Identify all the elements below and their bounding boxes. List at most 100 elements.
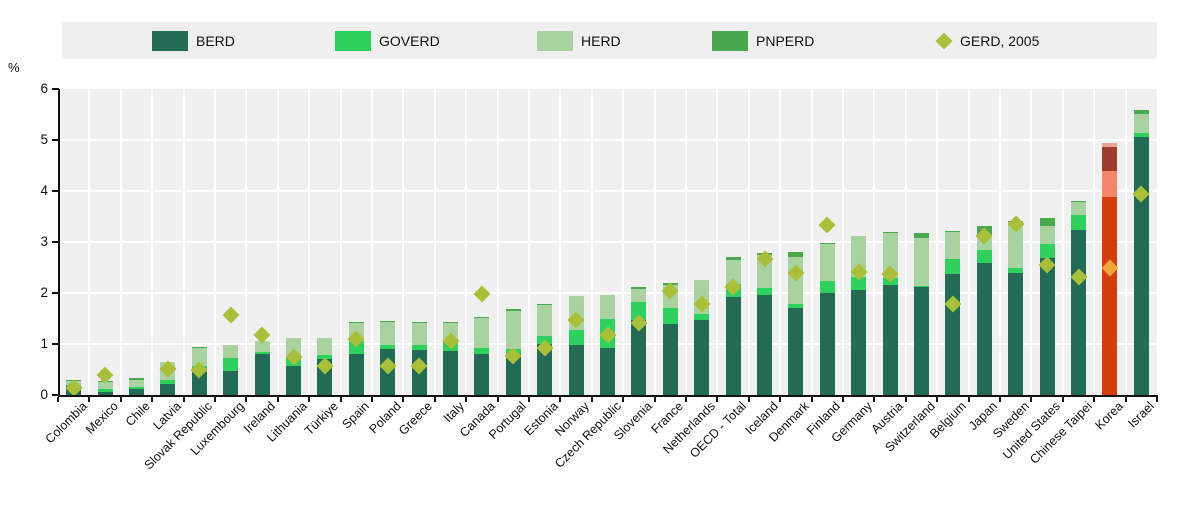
bar-segment-pnperd-slovenia	[631, 286, 647, 290]
bar-segment-herd-korea	[1102, 146, 1118, 171]
x-axis-tick	[1030, 397, 1033, 402]
v-gridline	[1093, 89, 1096, 395]
bar-segment-goverd-chinese-taipei	[1071, 214, 1086, 230]
v-gridline	[402, 89, 405, 395]
bar-segment-herd-belgium	[945, 232, 961, 260]
bar-segment-pnperd-spain	[348, 321, 364, 323]
bar-segment-goverd-iceland	[757, 288, 772, 295]
v-gridline	[747, 89, 750, 395]
y-axis-tick-label: 3	[40, 234, 48, 249]
bar-segment-berd-france	[662, 324, 678, 395]
bar-segment-berd-estonia	[537, 344, 553, 395]
bar-segment-goverd-canada	[474, 348, 490, 355]
legend-label: GERD, 2005	[960, 32, 1040, 49]
v-gridline	[151, 89, 154, 395]
v-gridline	[119, 89, 122, 395]
bar-segment-berd-italy	[443, 351, 458, 395]
v-gridline	[622, 89, 625, 395]
h-gridline	[58, 241, 1157, 243]
bar-segment-pnperd-italy	[443, 321, 458, 324]
bar-segment-berd-portugal	[505, 354, 521, 395]
bar-segment-pnperd-chile	[129, 378, 144, 381]
y-axis-tick	[52, 139, 59, 141]
x-axis-tick	[1124, 397, 1127, 402]
bar-segment-berd-korea	[1102, 196, 1118, 395]
bar-segment-herd-israel	[1133, 114, 1149, 134]
v-gridline	[716, 89, 719, 395]
legend-item-pnperd: PNPERD	[712, 22, 814, 59]
v-gridline	[1124, 89, 1127, 395]
y-axis-tick	[52, 241, 59, 243]
y-axis-line	[58, 89, 60, 396]
x-axis-tick	[245, 397, 248, 402]
x-axis-tick	[528, 397, 530, 402]
y-axis-tick-label: 2	[40, 285, 48, 300]
x-axis-tick	[402, 397, 405, 402]
x-axis-tick	[88, 397, 91, 402]
goverd-swatch-icon	[335, 30, 371, 51]
v-gridline	[936, 89, 939, 395]
bar-segment-berd-chinese-taipei	[1071, 229, 1086, 395]
y-axis-unit-label: %	[8, 60, 20, 75]
gerd-2005-marker-canada	[473, 285, 491, 303]
x-axis-tick	[779, 397, 782, 402]
v-gridline	[873, 89, 876, 395]
bar-segment-berd-czech-republic	[600, 348, 615, 395]
gerd-2005-marker-luxembourg	[222, 306, 240, 324]
x-axis-tick	[465, 397, 468, 402]
x-axis-tick	[999, 397, 1001, 402]
bar-segment-pnperd-united-states	[1039, 218, 1055, 226]
x-axis-tick	[1093, 397, 1096, 402]
x-axis-tick	[936, 397, 939, 402]
bar-segment-goverd-korea	[1102, 170, 1118, 197]
bar-segment-berd-iceland	[757, 294, 772, 395]
bar-segment-goverd-norway	[568, 330, 584, 345]
bar-segment-goverd-france	[662, 308, 678, 325]
bar-segment-herd-t-rkiye	[317, 337, 333, 356]
bar-segment-goverd-belgium	[945, 259, 961, 275]
bar-segment-pnperd-portugal	[505, 309, 521, 311]
x-axis-tick	[842, 397, 844, 402]
bar-segment-pnperd-denmark	[788, 252, 804, 257]
bar-segment-pnperd-canada	[474, 316, 490, 318]
bar-segment-herd-portugal	[505, 310, 521, 350]
plot-area	[58, 89, 1157, 397]
bar-segment-herd-chile	[129, 380, 144, 387]
v-gridline	[308, 89, 311, 395]
bar-segment-pnperd-korea	[1102, 142, 1118, 147]
bar-segment-goverd-chile	[129, 386, 144, 390]
bar-segment-goverd-t-rkiye	[317, 355, 333, 359]
legend-item-goverd: GOVERD	[335, 22, 440, 59]
y-axis-tick-label: 5	[40, 132, 48, 147]
x-axis-tick	[747, 397, 750, 402]
bar-segment-goverd-netherlands	[694, 314, 710, 321]
legend-label: PNPERD	[756, 32, 815, 49]
bar-segment-berd-germany	[851, 289, 867, 395]
x-axis-tick	[1061, 397, 1064, 402]
bar-segment-berd-denmark	[788, 308, 804, 395]
bar-segment-berd-luxembourg	[223, 371, 239, 395]
marker-diamond-icon	[935, 32, 953, 49]
berd-swatch-icon	[152, 30, 188, 51]
bar-segment-goverd-germany	[851, 277, 867, 290]
bar-segment-berd-latvia	[160, 384, 176, 395]
x-axis-tick	[559, 397, 562, 402]
bar-segment-berd-switzerland	[914, 286, 929, 395]
bar-segment-berd-sweden	[1008, 273, 1024, 395]
bar-segment-berd-belgium	[945, 274, 961, 395]
bar-segment-berd-finland	[819, 292, 835, 395]
x-axis-tick	[685, 397, 687, 402]
x-axis-tick	[433, 397, 436, 402]
bar-segment-berd-slovenia	[631, 320, 647, 395]
bar-segment-goverd-luxembourg	[223, 358, 239, 372]
legend-item-marker: GERD, 2005	[935, 22, 1040, 59]
bar-segment-pnperd-greece	[411, 321, 427, 323]
bar-segment-herd-mexico	[97, 381, 113, 389]
x-axis-tick	[371, 397, 373, 402]
herd-swatch-icon	[537, 30, 573, 51]
bar-segment-herd-ireland	[254, 340, 270, 352]
bar-segment-berd-netherlands	[694, 320, 710, 395]
bar-segment-herd-austria	[882, 233, 898, 279]
bar-segment-berd-norway	[568, 344, 584, 395]
y-axis-tick-label: 4	[40, 183, 48, 198]
